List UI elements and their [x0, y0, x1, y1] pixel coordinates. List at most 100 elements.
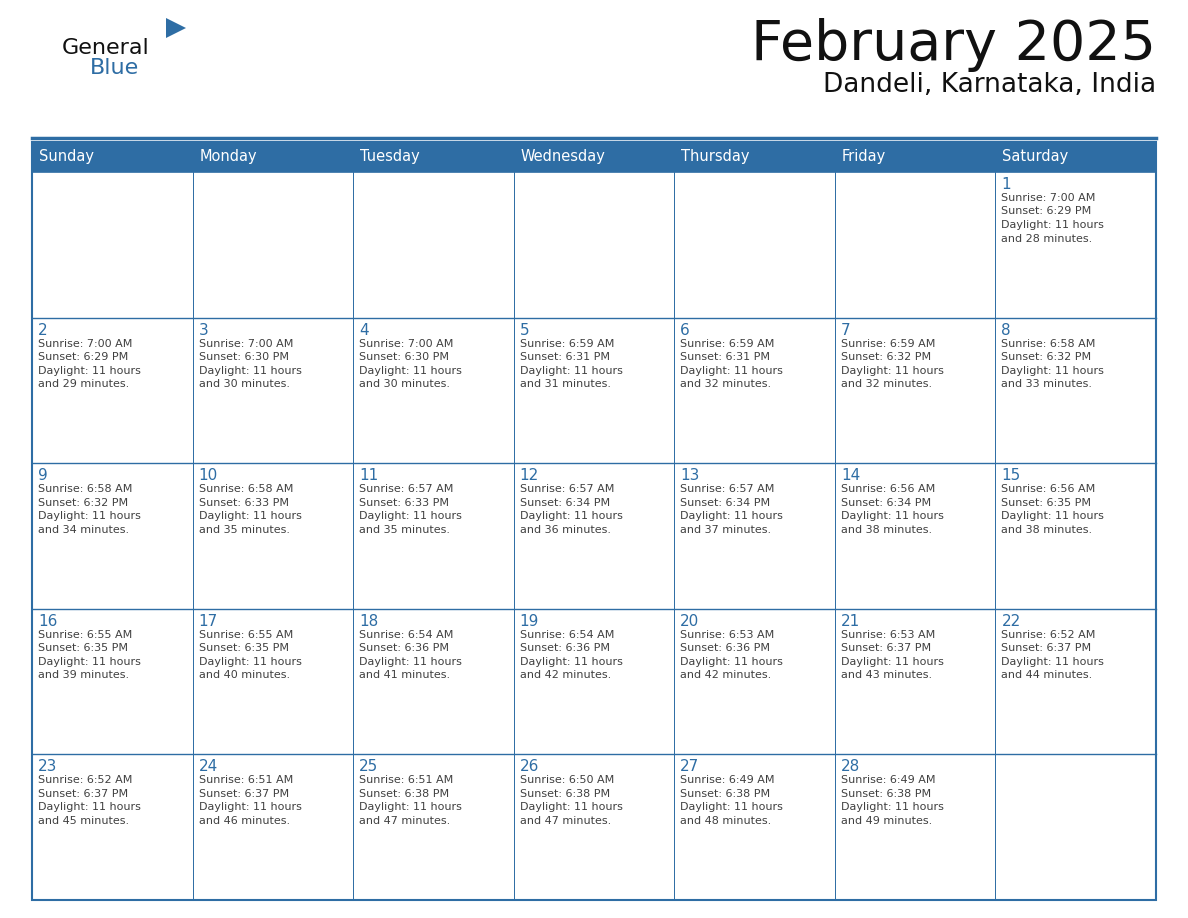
Text: Sunrise: 6:52 AM: Sunrise: 6:52 AM	[1001, 630, 1095, 640]
Text: Daylight: 11 hours: Daylight: 11 hours	[359, 656, 462, 666]
Bar	[192, 609, 353, 755]
Text: Sunset: 6:32 PM: Sunset: 6:32 PM	[841, 353, 931, 362]
Text: Daylight: 11 hours: Daylight: 11 hours	[681, 511, 783, 521]
Bar	[675, 318, 835, 464]
Polygon shape	[166, 18, 187, 38]
Text: 17: 17	[198, 614, 217, 629]
Text: Sunrise: 6:53 AM: Sunrise: 6:53 AM	[681, 630, 775, 640]
Text: and 41 minutes.: and 41 minutes.	[359, 670, 450, 680]
Text: Daylight: 11 hours: Daylight: 11 hours	[198, 802, 302, 812]
Text: 26: 26	[519, 759, 539, 775]
Text: 9: 9	[38, 468, 48, 483]
Text: and 43 minutes.: and 43 minutes.	[841, 670, 931, 680]
Text: Sunset: 6:38 PM: Sunset: 6:38 PM	[681, 789, 770, 799]
Text: and 47 minutes.: and 47 minutes.	[359, 816, 450, 826]
Text: Sunset: 6:31 PM: Sunset: 6:31 PM	[681, 353, 770, 362]
Text: and 38 minutes.: and 38 minutes.	[841, 525, 931, 534]
Text: and 39 minutes.: and 39 minutes.	[38, 670, 129, 680]
Text: 12: 12	[519, 468, 539, 483]
Text: Friday: Friday	[842, 150, 886, 164]
Text: Daylight: 11 hours: Daylight: 11 hours	[681, 802, 783, 812]
Text: Sunset: 6:30 PM: Sunset: 6:30 PM	[198, 353, 289, 362]
Bar	[32, 142, 192, 172]
Text: 18: 18	[359, 614, 379, 629]
Text: Sunset: 6:34 PM: Sunset: 6:34 PM	[841, 498, 931, 508]
Text: Sunrise: 6:59 AM: Sunrise: 6:59 AM	[681, 339, 775, 349]
Text: Sunset: 6:33 PM: Sunset: 6:33 PM	[198, 498, 289, 508]
Text: and 44 minutes.: and 44 minutes.	[1001, 670, 1093, 680]
Bar	[835, 172, 996, 318]
Text: General: General	[62, 38, 150, 58]
Text: Sunset: 6:38 PM: Sunset: 6:38 PM	[359, 789, 449, 799]
Text: and 34 minutes.: and 34 minutes.	[38, 525, 129, 534]
Text: and 32 minutes.: and 32 minutes.	[841, 379, 931, 389]
Bar	[32, 755, 192, 900]
Text: Blue: Blue	[90, 58, 139, 78]
Text: 8: 8	[1001, 322, 1011, 338]
Text: and 36 minutes.: and 36 minutes.	[519, 525, 611, 534]
Text: Sunday: Sunday	[39, 150, 94, 164]
Bar	[32, 464, 192, 609]
Text: Sunset: 6:35 PM: Sunset: 6:35 PM	[1001, 498, 1092, 508]
Text: Daylight: 11 hours: Daylight: 11 hours	[359, 365, 462, 375]
Text: Sunrise: 6:49 AM: Sunrise: 6:49 AM	[841, 776, 935, 786]
Bar	[353, 755, 513, 900]
Bar	[32, 609, 192, 755]
Text: and 35 minutes.: and 35 minutes.	[198, 525, 290, 534]
Text: Sunset: 6:36 PM: Sunset: 6:36 PM	[359, 644, 449, 654]
Text: and 47 minutes.: and 47 minutes.	[519, 816, 611, 826]
Text: Sunset: 6:31 PM: Sunset: 6:31 PM	[519, 353, 609, 362]
Text: Daylight: 11 hours: Daylight: 11 hours	[841, 802, 943, 812]
Text: Daylight: 11 hours: Daylight: 11 hours	[1001, 656, 1105, 666]
Text: 25: 25	[359, 759, 379, 775]
Text: Sunrise: 6:50 AM: Sunrise: 6:50 AM	[519, 776, 614, 786]
Text: Sunrise: 6:56 AM: Sunrise: 6:56 AM	[1001, 484, 1095, 494]
Text: 3: 3	[198, 322, 208, 338]
Text: and 29 minutes.: and 29 minutes.	[38, 379, 129, 389]
Text: Sunrise: 6:58 AM: Sunrise: 6:58 AM	[38, 484, 132, 494]
Text: Daylight: 11 hours: Daylight: 11 hours	[841, 656, 943, 666]
Text: Daylight: 11 hours: Daylight: 11 hours	[681, 365, 783, 375]
Text: Thursday: Thursday	[681, 150, 750, 164]
Text: 21: 21	[841, 614, 860, 629]
Text: 14: 14	[841, 468, 860, 483]
Bar	[353, 142, 513, 172]
Text: Daylight: 11 hours: Daylight: 11 hours	[1001, 511, 1105, 521]
Text: Sunset: 6:32 PM: Sunset: 6:32 PM	[38, 498, 128, 508]
Text: and 35 minutes.: and 35 minutes.	[359, 525, 450, 534]
Text: Sunset: 6:38 PM: Sunset: 6:38 PM	[519, 789, 609, 799]
Bar	[996, 464, 1156, 609]
Text: Sunrise: 6:57 AM: Sunrise: 6:57 AM	[519, 484, 614, 494]
Text: Daylight: 11 hours: Daylight: 11 hours	[519, 511, 623, 521]
Text: Daylight: 11 hours: Daylight: 11 hours	[359, 802, 462, 812]
Text: 27: 27	[681, 759, 700, 775]
Text: and 31 minutes.: and 31 minutes.	[519, 379, 611, 389]
Bar	[192, 172, 353, 318]
Text: Sunset: 6:37 PM: Sunset: 6:37 PM	[1001, 644, 1092, 654]
Bar	[996, 142, 1156, 172]
Text: 7: 7	[841, 322, 851, 338]
Text: 10: 10	[198, 468, 217, 483]
Bar	[675, 609, 835, 755]
Text: Sunset: 6:29 PM: Sunset: 6:29 PM	[38, 353, 128, 362]
Text: 15: 15	[1001, 468, 1020, 483]
Bar	[353, 609, 513, 755]
Text: Wednesday: Wednesday	[520, 150, 606, 164]
Text: and 48 minutes.: and 48 minutes.	[681, 816, 771, 826]
Text: 19: 19	[519, 614, 539, 629]
Text: and 30 minutes.: and 30 minutes.	[198, 379, 290, 389]
Bar	[32, 172, 192, 318]
Text: Sunset: 6:35 PM: Sunset: 6:35 PM	[38, 644, 128, 654]
Text: Daylight: 11 hours: Daylight: 11 hours	[519, 802, 623, 812]
Text: Sunset: 6:32 PM: Sunset: 6:32 PM	[1001, 353, 1092, 362]
Text: Sunset: 6:38 PM: Sunset: 6:38 PM	[841, 789, 931, 799]
Bar	[192, 142, 353, 172]
Text: 16: 16	[38, 614, 57, 629]
Bar	[675, 464, 835, 609]
Text: 5: 5	[519, 322, 530, 338]
Text: Sunrise: 6:54 AM: Sunrise: 6:54 AM	[359, 630, 454, 640]
Text: Sunrise: 6:58 AM: Sunrise: 6:58 AM	[1001, 339, 1095, 349]
Text: Sunrise: 6:59 AM: Sunrise: 6:59 AM	[841, 339, 935, 349]
Bar	[513, 318, 675, 464]
Bar	[996, 755, 1156, 900]
